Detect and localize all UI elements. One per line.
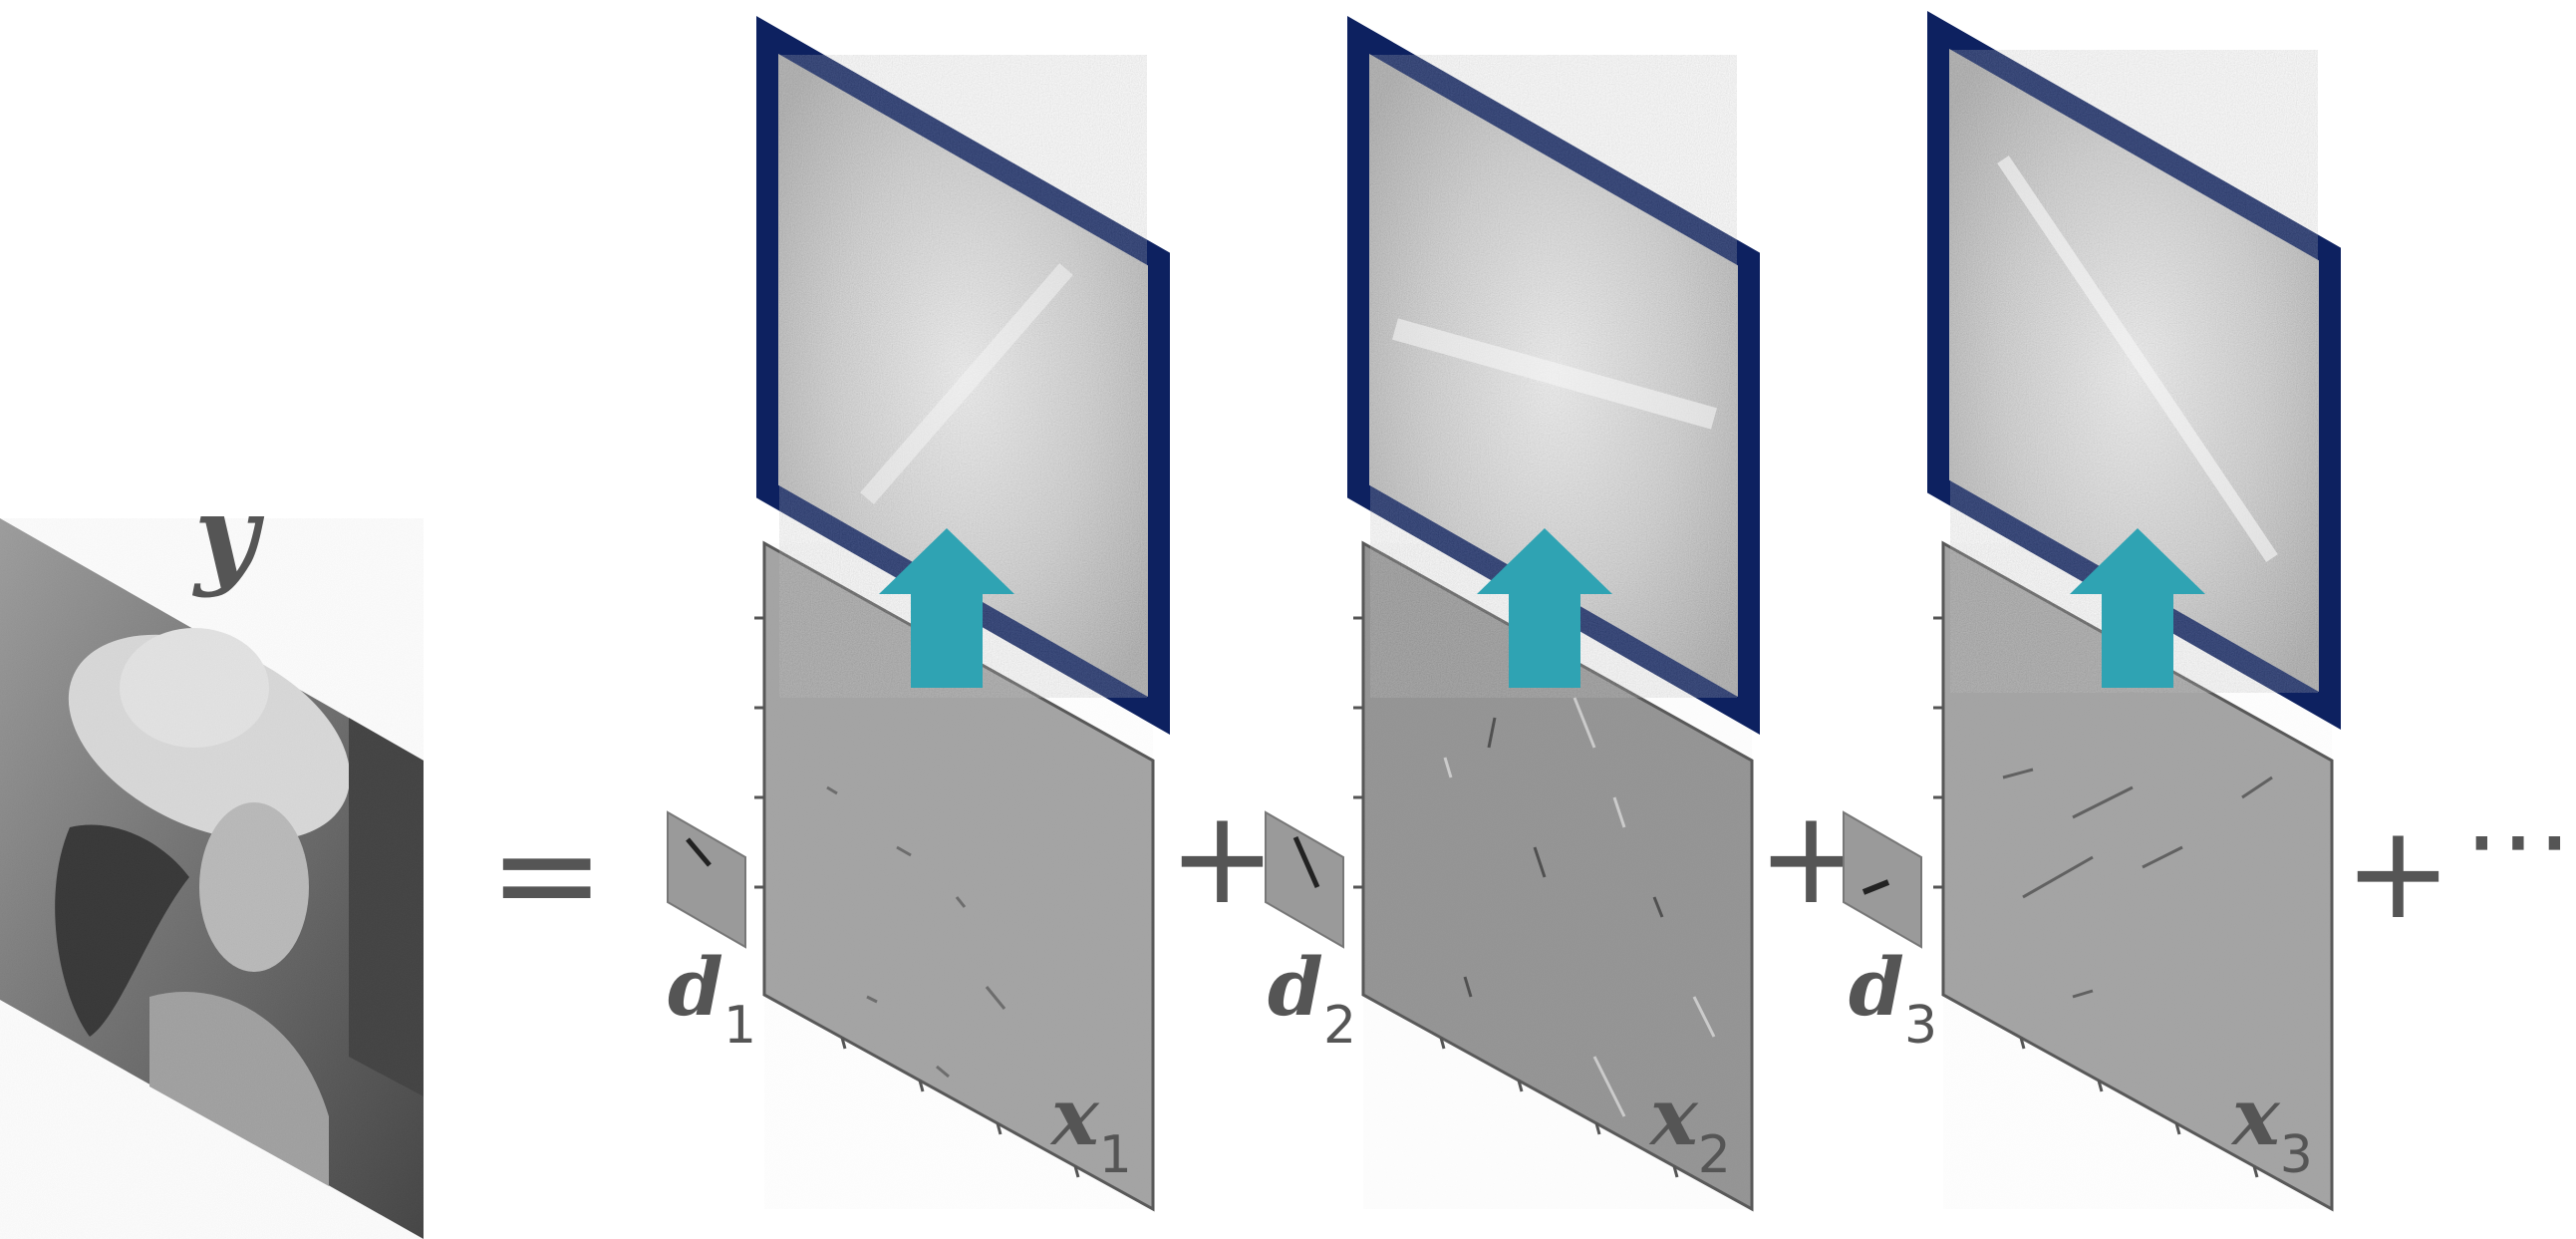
input-image <box>0 518 424 1239</box>
filter-patch-1-icon <box>667 810 746 949</box>
filter-label-3-subscript: 3 <box>1904 996 1937 1056</box>
map-label-3-subscript: 3 <box>2280 1125 2313 1185</box>
term-3 <box>1843 11 2341 1212</box>
map-label-1: x1 <box>1049 1070 1132 1185</box>
feature-map-1-strokes <box>826 785 1006 1079</box>
filter-patch-2-stroke <box>1292 835 1320 889</box>
filter-patch-3-icon <box>1843 810 1922 949</box>
feature-map-3-texture <box>1943 543 2332 1209</box>
map-label-2-subscript: 2 <box>1698 1125 1731 1185</box>
filter-patch-2-icon <box>1265 810 1344 949</box>
map-label-2: x2 <box>1648 1070 1731 1185</box>
up-arrow-1-icon <box>879 528 1014 688</box>
filter-label-2-text: d <box>1268 940 1323 1034</box>
map-label-1-text: x <box>1049 1070 1100 1163</box>
filter-patch-1-stroke <box>686 837 712 867</box>
filter-label-2-subscript: 2 <box>1323 996 1356 1056</box>
plus-sign-3: + <box>2344 796 2452 948</box>
image-label-text: y <box>191 470 265 599</box>
map-label-3-text: x <box>2230 1070 2281 1163</box>
feature-map-1-texture <box>764 543 1153 1209</box>
map-label-2-text: x <box>1648 1070 1699 1163</box>
spectrum-1-streak <box>860 263 1073 504</box>
feature-map-2-strokes <box>1443 697 1716 1117</box>
plus-sign-1: + <box>1168 781 1277 933</box>
term-1 <box>667 16 1170 1212</box>
filter-label-3: d3 <box>1849 940 1937 1056</box>
ellipsis: ⋯ <box>2463 775 2573 903</box>
filter-label-1: d1 <box>668 940 756 1056</box>
filter-patch-3-stroke <box>1861 879 1890 895</box>
filter-label-2: d2 <box>1268 940 1356 1056</box>
feature-map-2-ticks <box>1353 616 1679 1178</box>
feature-map-1-ticks <box>754 616 1080 1178</box>
spectrum-2-streak <box>1392 318 1717 430</box>
filter-label-1-subscript: 1 <box>723 996 756 1056</box>
feature-map-3-strokes <box>2002 768 2273 999</box>
map-label-1-subscript: 1 <box>1099 1125 1132 1185</box>
photo-noise-overlay <box>0 518 424 1239</box>
map-label-3: x3 <box>2230 1070 2313 1185</box>
feature-map-2-texture <box>1363 543 1752 1209</box>
feature-map-3-ticks <box>1933 616 2259 1178</box>
equals-sign: = <box>488 793 605 956</box>
spectrum-3-streak <box>1997 155 2278 562</box>
filter-label-3-text: d <box>1849 940 1904 1034</box>
up-arrow-3-icon <box>2070 528 2205 688</box>
feature-map-2-dark-strokes <box>1463 717 1664 998</box>
up-arrow-2-icon <box>1477 528 1612 688</box>
filter-label-1-text: d <box>668 940 723 1034</box>
term-2 <box>1265 16 1760 1212</box>
image-label: y <box>191 470 265 599</box>
